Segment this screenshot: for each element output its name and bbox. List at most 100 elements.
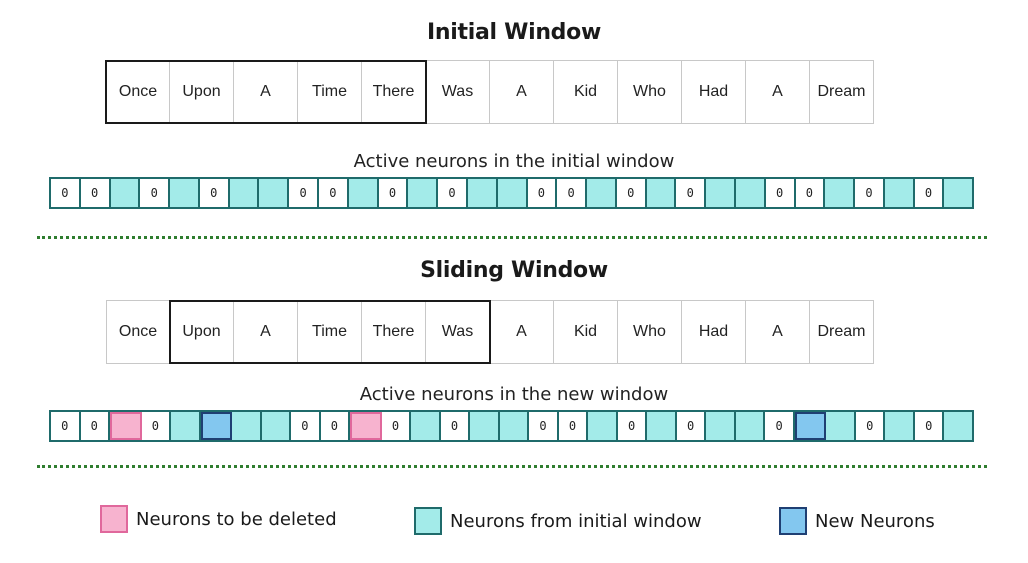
neuron-inactive: 0 <box>289 179 320 207</box>
word-cell: Who <box>618 60 682 124</box>
neuron-inactive: 0 <box>440 412 471 440</box>
word-cell: A <box>746 60 810 124</box>
neuron-active <box>499 412 530 440</box>
neuron-active <box>229 179 260 207</box>
neuron-active <box>232 412 262 440</box>
word-cell: Upon <box>170 300 234 364</box>
neuron-inactive: 0 <box>51 412 81 440</box>
neuron-active <box>170 179 200 207</box>
word-cell: A <box>490 60 554 124</box>
word-cell: Time <box>298 300 362 364</box>
neuron-active <box>110 179 141 207</box>
word-cell: Had <box>682 300 746 364</box>
neuron-inactive: 0 <box>676 412 707 440</box>
neuron-inactive: 0 <box>676 179 707 207</box>
neuron-inactive: 0 <box>527 179 558 207</box>
section-divider-bottom <box>37 465 987 468</box>
word-cell: Who <box>618 300 682 364</box>
neuron-inactive: 0 <box>616 179 647 207</box>
neuron-inactive: 0 <box>140 179 171 207</box>
neuron-active <box>735 179 766 207</box>
legend-label-new: New Neurons <box>815 510 935 532</box>
neuron-inactive: 0 <box>80 412 111 440</box>
neuron-active <box>348 179 379 207</box>
word-cell: Once <box>106 60 170 124</box>
sliding-neurons-caption: Active neurons in the new window <box>359 384 669 405</box>
neuron-inactive: 0 <box>381 412 412 440</box>
neuron-inactive: 0 <box>557 179 588 207</box>
neuron-active <box>706 412 736 440</box>
neuron-new <box>794 412 827 440</box>
neuron-active <box>588 412 618 440</box>
word-cell: There <box>362 60 426 124</box>
legend-item-deleted: Neurons to be deleted <box>100 505 337 533</box>
neuron-active <box>826 412 856 440</box>
neuron-active <box>944 179 973 207</box>
word-cell: Dream <box>810 300 874 364</box>
initial-word-row: Once Upon A Time There Was A Kid Who Had A Dream <box>106 60 874 124</box>
word-cell: Time <box>298 60 362 124</box>
neuron-inactive: 0 <box>291 412 321 440</box>
neuron-inactive: 0 <box>765 179 796 207</box>
neuron-active <box>825 179 856 207</box>
neuron-active <box>646 179 677 207</box>
word-cell: Was <box>426 300 490 364</box>
legend-swatch-deleted <box>100 505 128 533</box>
word-cell: Kid <box>554 60 618 124</box>
legend-label-initial: Neurons from initial window <box>450 510 702 532</box>
word-cell: A <box>234 300 298 364</box>
neuron-inactive: 0 <box>319 179 349 207</box>
neuron-active <box>647 412 677 440</box>
word-cell: Was <box>426 60 490 124</box>
neuron-inactive: 0 <box>914 179 945 207</box>
neuron-inactive: 0 <box>438 179 468 207</box>
neuron-active <box>706 179 736 207</box>
neuron-inactive: 0 <box>320 412 351 440</box>
legend-swatch-new <box>779 507 807 535</box>
neuron-to-be-deleted <box>350 412 382 440</box>
neuron-inactive: 0 <box>378 179 409 207</box>
legend-item-new: New Neurons <box>779 507 935 535</box>
neuron-active <box>470 412 500 440</box>
word-cell: Upon <box>170 60 234 124</box>
word-cell: Dream <box>810 60 874 124</box>
neuron-inactive: 0 <box>51 179 81 207</box>
neuron-inactive: 0 <box>529 412 559 440</box>
neuron-inactive: 0 <box>199 179 230 207</box>
sliding-word-row: Once Upon A Time There Was A Kid Who Had A Dream <box>106 300 874 364</box>
legend-item-initial: Neurons from initial window <box>414 507 702 535</box>
word-cell: Had <box>682 60 746 124</box>
neuron-active <box>885 412 915 440</box>
neuron-active <box>411 412 441 440</box>
neuron-inactive: 0 <box>141 412 172 440</box>
neuron-active <box>884 179 915 207</box>
neuron-inactive: 0 <box>617 412 648 440</box>
neuron-active <box>261 412 292 440</box>
initial-window-title: Initial Window <box>427 20 601 45</box>
neuron-active <box>259 179 290 207</box>
neuron-inactive: 0 <box>914 412 945 440</box>
word-cell: There <box>362 300 426 364</box>
legend-label-deleted: Neurons to be deleted <box>136 508 337 530</box>
legend-swatch-initial <box>414 507 442 535</box>
neuron-inactive: 0 <box>80 179 111 207</box>
neuron-inactive: 0 <box>795 179 826 207</box>
section-divider-top <box>37 236 987 239</box>
neuron-active <box>408 179 439 207</box>
neuron-new <box>200 412 233 440</box>
word-cell: Kid <box>554 300 618 364</box>
neuron-active <box>171 412 201 440</box>
neuron-active <box>944 412 972 440</box>
neuron-inactive: 0 <box>855 412 886 440</box>
word-cell: A <box>490 300 554 364</box>
neuron-active <box>735 412 766 440</box>
word-cell: Once <box>106 300 170 364</box>
sliding-window-title: Sliding Window <box>420 258 608 283</box>
word-cell: A <box>234 60 298 124</box>
initial-neurons-caption: Active neurons in the initial window <box>353 151 675 172</box>
neuron-to-be-deleted <box>110 412 142 440</box>
neuron-active <box>587 179 617 207</box>
neuron-active <box>497 179 528 207</box>
